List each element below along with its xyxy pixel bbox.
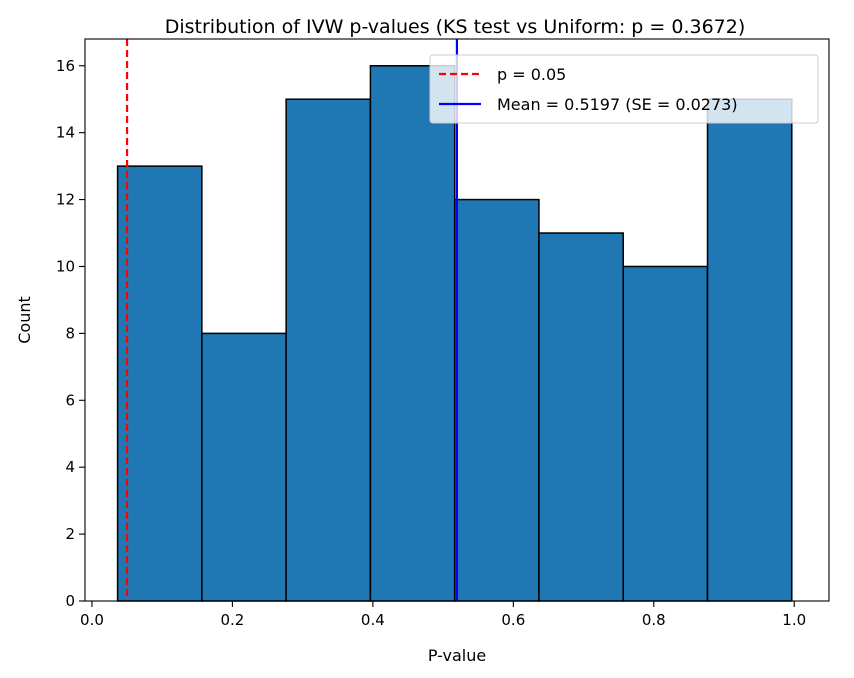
y-tick-label: 14 [56, 124, 75, 142]
histogram-bars [116, 65, 793, 602]
y-tick-label: 12 [56, 191, 75, 209]
y-tick-label: 16 [56, 57, 75, 75]
x-tick-label: 1.0 [782, 611, 806, 629]
legend: p = 0.05 Mean = 0.5197 (SE = 0.0273) [429, 54, 819, 124]
x-tick-label: 0.6 [501, 611, 525, 629]
y-tick-label: 2 [65, 525, 75, 543]
y-tick-label: 6 [65, 391, 75, 409]
histogram-bar-8 [706, 98, 793, 602]
y-tick-label: 10 [56, 257, 75, 275]
histogram-bar-6 [538, 232, 624, 602]
x-tick-label: 0.8 [642, 611, 666, 629]
x-tick-label: 0.2 [220, 611, 244, 629]
y-tick-label: 0 [65, 592, 75, 610]
histogram-bar-5 [453, 198, 540, 602]
x-axis-label: P-value [428, 646, 486, 665]
histogram-bar-3 [285, 98, 372, 602]
x-axis: 0.0 0.2 0.4 0.6 0.8 1.0 [80, 601, 806, 629]
histogram-bar-7 [622, 265, 709, 602]
x-tick-label: 0.4 [361, 611, 385, 629]
legend-box [429, 54, 819, 124]
histogram-bar-1 [116, 165, 203, 602]
y-tick-label: 8 [65, 324, 75, 342]
histogram-bar-4 [369, 65, 456, 602]
reference-lines [125, 39, 459, 601]
legend-label-mean: Mean = 0.5197 (SE = 0.0273) [497, 95, 738, 114]
y-tick-label: 4 [65, 458, 75, 476]
x-tick-label: 0.0 [80, 611, 104, 629]
legend-label-p05: p = 0.05 [497, 65, 566, 84]
histogram-bar-2 [201, 332, 287, 602]
y-axis-label: Count [15, 296, 34, 344]
plot-area-frame [84, 38, 830, 602]
chart-title: Distribution of IVW p-values (KS test vs… [165, 16, 746, 38]
y-axis: 0 2 4 6 8 10 12 14 16 [56, 57, 85, 610]
